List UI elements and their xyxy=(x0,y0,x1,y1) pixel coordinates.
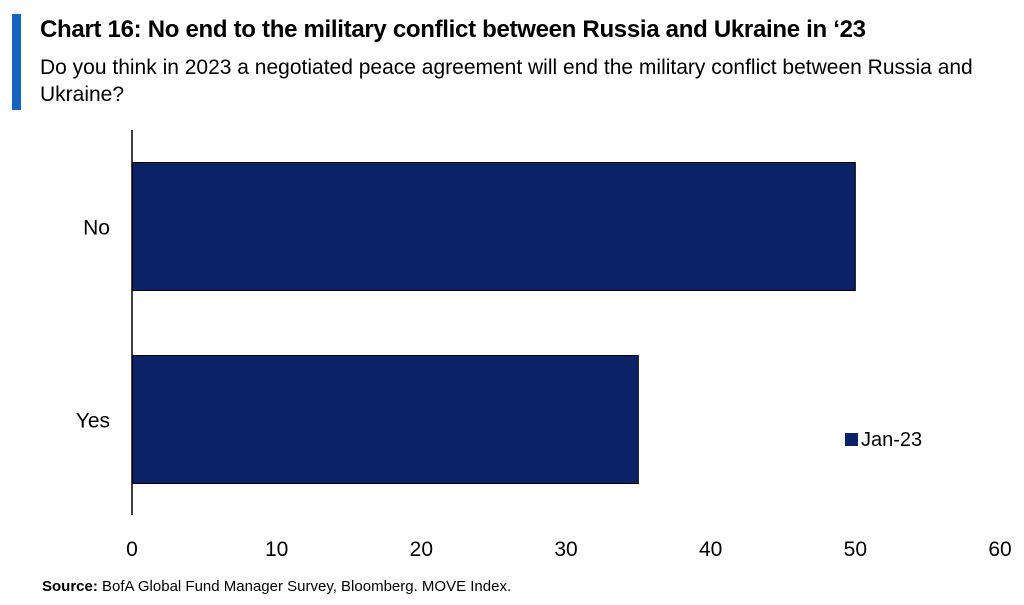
x-tick-label: 0 xyxy=(126,538,138,561)
category-label-no: No xyxy=(83,217,110,240)
source-note: Source: BofA Global Fund Manager Survey,… xyxy=(42,578,511,595)
title-accent-bar xyxy=(12,14,21,110)
chart-subtitle: Do you think in 2023 a negotiated peace … xyxy=(40,56,973,106)
legend: Jan-23 xyxy=(845,429,922,451)
source-text: BofA Global Fund Manager Survey, Bloombe… xyxy=(102,578,512,595)
legend-label: Jan-23 xyxy=(861,429,922,451)
bar-no xyxy=(131,162,856,291)
x-tick-label: 50 xyxy=(844,538,867,561)
x-tick-label: 30 xyxy=(554,538,577,561)
x-tick-label: 20 xyxy=(410,538,433,561)
legend-swatch xyxy=(845,433,858,446)
x-tick-label: 40 xyxy=(699,538,722,561)
bar-yes xyxy=(131,355,639,484)
chart-title: Chart 16: No end to the military conflic… xyxy=(40,16,866,43)
x-tick-label: 60 xyxy=(988,538,1011,561)
x-tick-label: 10 xyxy=(265,538,288,561)
category-label-yes: Yes xyxy=(76,410,110,433)
source-label: Source: xyxy=(42,578,98,595)
